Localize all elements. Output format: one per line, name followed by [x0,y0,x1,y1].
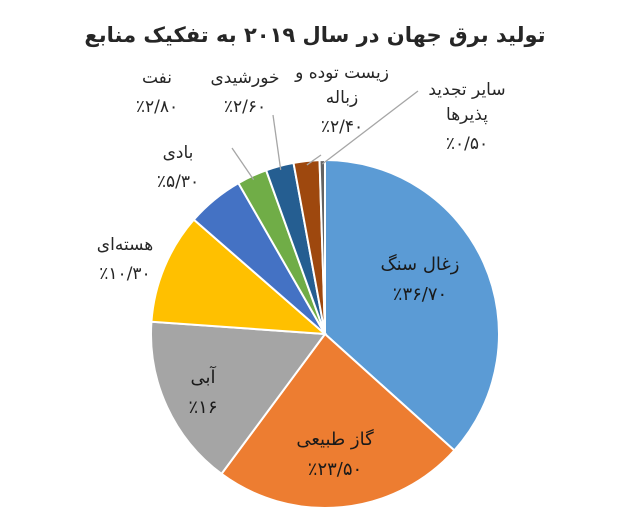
slice-value-label: ٪۱۶ [188,397,217,418]
pie-slice-3 [150,320,327,476]
slice-value-label: ٪۲۳/۵۰ [308,459,362,480]
slice-name-label: سایر تجدید پذیرها [428,80,505,125]
leader-line-7 [272,114,282,170]
slice-name-label: نفت [142,68,172,88]
slice-name-label: گاز طبیعی [296,428,374,450]
slice-labels: زغال سنگ ٪۳۶/۷۰ گاز طبیعی ٪۲۳/۵۰ آبی ٪۱۶ هسته‌… [97,63,506,480]
slice-value-label: ٪۳۶/۷۰ [393,284,447,305]
leader-line-8 [306,154,322,166]
slice-name-label: هسته‌ای [97,235,153,255]
chart-title: تولید برق جهان در سال ۲۰۱۹ به تفکیک مناب… [84,23,545,47]
pie-slice-2 [220,332,456,509]
slice-value-label: ٪۲/۸۰ [136,97,178,117]
leader-lines [231,90,419,181]
slice-name-label: زیست توده و زباله [294,63,389,108]
slice-value-label: ٪۲/۶۰ [224,97,266,117]
slice-name-label: بادی [163,143,194,163]
leader-line-9 [321,90,419,165]
pie-slice-9 [318,158,326,335]
slice-value-label: ٪۲/۴۰ [321,117,363,137]
slice-name-label: آبی [190,365,216,388]
slice-value-label: ٪۰/۵۰ [446,134,488,154]
pie-slice-1 [324,158,500,452]
pie-slice-4 [150,218,328,336]
pie-slices [150,158,500,509]
slice-name-label: زغال سنگ [380,253,459,275]
leader-line-6 [231,147,255,181]
slice-value-label: ٪۵/۳۰ [157,172,199,192]
slice-value-label: ٪۱۰/۳۰ [99,264,150,284]
slice-name-label: خورشیدی [210,68,279,88]
